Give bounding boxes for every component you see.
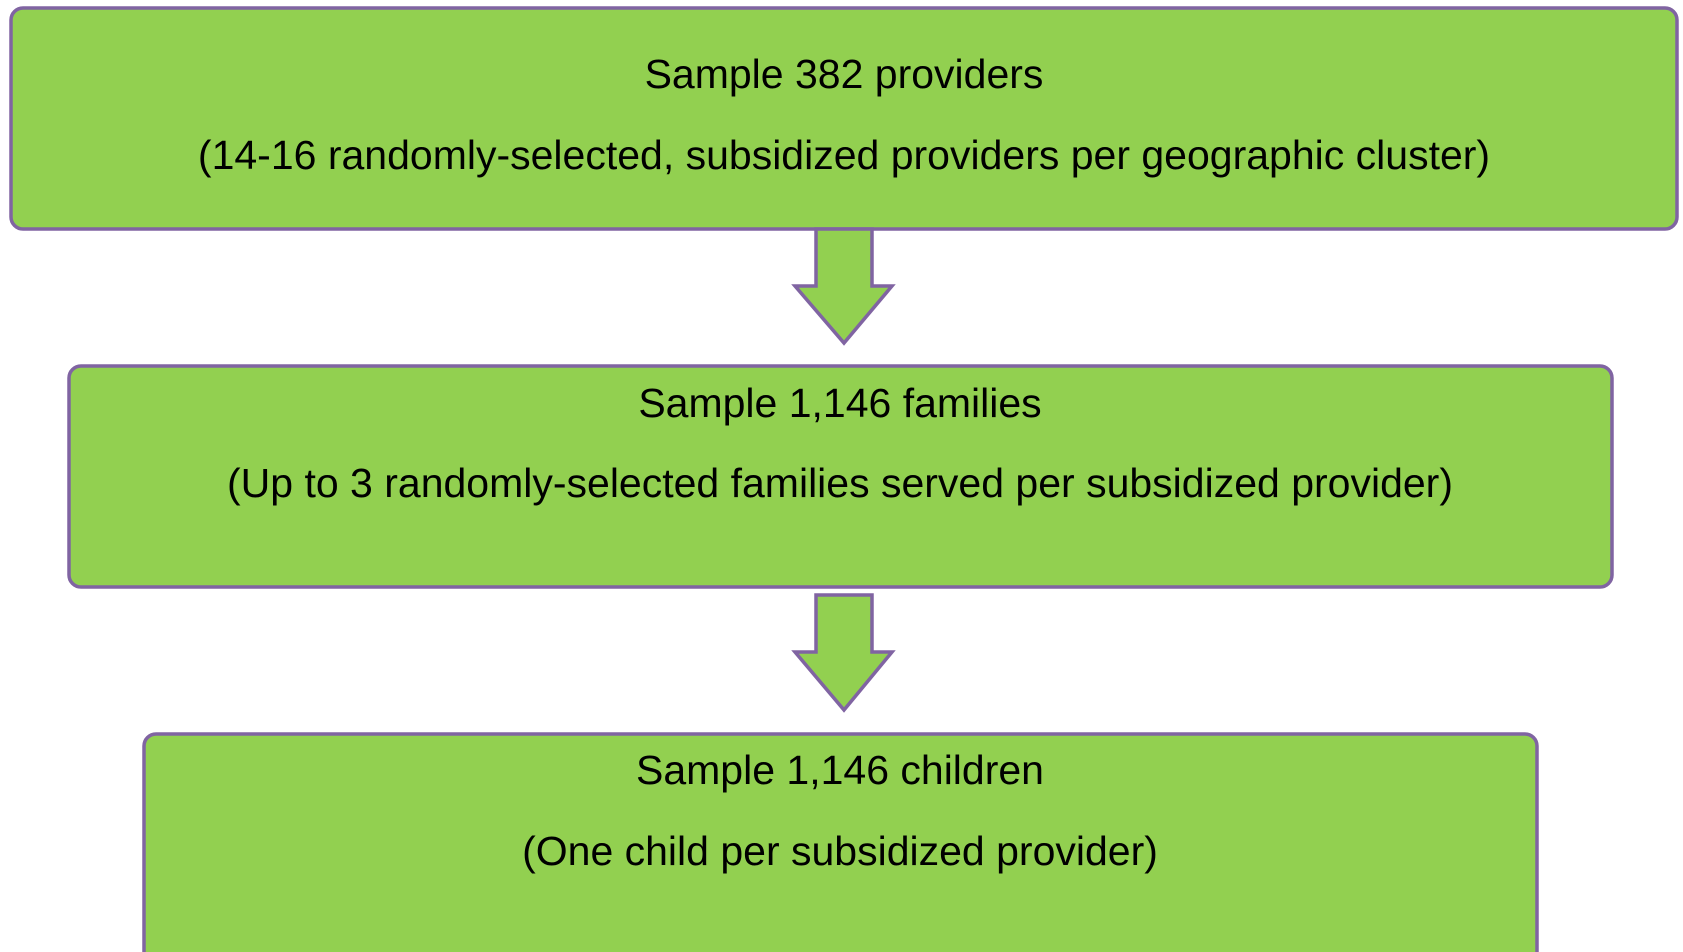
node-title: Sample 1,146 children (636, 747, 1044, 793)
node-box (67, 364, 1614, 589)
arrow (791, 227, 896, 346)
node-subtitle: (14-16 randomly-selected, subsidized pro… (198, 132, 1490, 178)
node-title: Sample 382 providers (645, 51, 1044, 97)
arrow (791, 593, 896, 713)
node-title: Sample 1,146 families (638, 380, 1041, 426)
node-subtitle: (Up to 3 randomly-selected families serv… (227, 460, 1453, 506)
node-subtitle: (One child per subsidized provider) (522, 828, 1158, 874)
node-box (142, 732, 1539, 952)
node-box (9, 6, 1679, 231)
